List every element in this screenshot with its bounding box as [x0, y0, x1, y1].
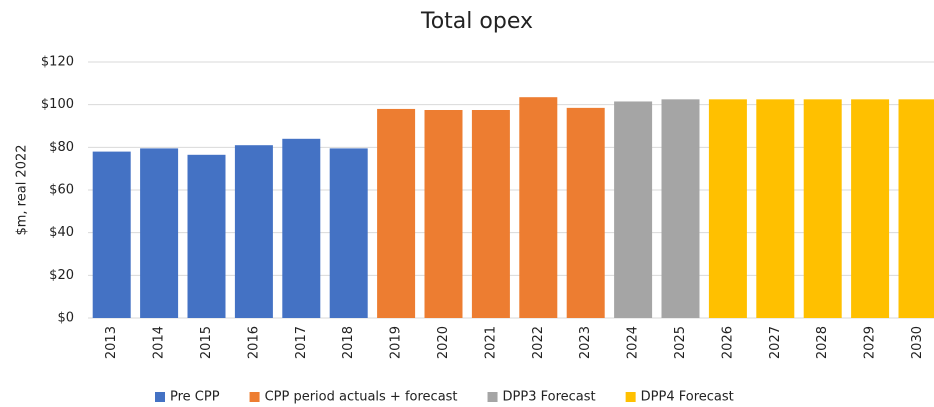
- x-tick-label: 2025: [673, 326, 688, 359]
- x-tick-label: 2028: [815, 326, 830, 359]
- bar: [803, 99, 842, 318]
- bar: [140, 148, 179, 318]
- bar: [756, 99, 795, 318]
- bar: [282, 138, 321, 318]
- legend-swatch: [625, 392, 636, 402]
- bar: [898, 99, 934, 318]
- x-tick-label: 2021: [483, 326, 498, 359]
- legend-label: DPP3 Forecast: [503, 390, 596, 405]
- legend-label: Pre CPP: [170, 390, 220, 405]
- bar: [234, 145, 273, 318]
- y-tick-label: $120: [41, 55, 74, 70]
- chart-title: Total opex: [420, 9, 533, 34]
- bar: [187, 154, 226, 318]
- bar: [329, 148, 368, 318]
- bar: [614, 101, 653, 318]
- bar: [519, 97, 558, 318]
- x-tick-label: 2017: [294, 326, 309, 359]
- x-tick-label: 2030: [910, 326, 925, 359]
- bar: [661, 99, 700, 318]
- bar: [566, 107, 605, 318]
- bar: [424, 110, 463, 318]
- y-axis-label: $m, real 2022: [15, 144, 30, 235]
- x-tick-label: 2023: [578, 326, 593, 359]
- x-tick-label: 2014: [152, 326, 167, 359]
- legend-swatch: [155, 392, 165, 402]
- y-tick-label: $80: [49, 140, 74, 155]
- x-tick-label: 2020: [436, 326, 451, 359]
- y-tick-label: $100: [41, 97, 74, 112]
- bar: [92, 151, 131, 318]
- x-tick-label: 2019: [389, 326, 404, 359]
- y-tick-label: $40: [49, 225, 74, 240]
- x-tick-label: 2029: [863, 326, 878, 359]
- legend-label: DPP4 Forecast: [641, 390, 734, 405]
- x-tick-label: 2018: [341, 326, 356, 359]
- legend-swatch: [249, 392, 260, 402]
- bar: [708, 99, 747, 318]
- bar: [471, 110, 510, 318]
- legend-label: CPP period actuals + forecast: [265, 390, 458, 405]
- x-tick-label: 2027: [768, 326, 783, 359]
- y-tick-label: $60: [49, 183, 74, 198]
- x-tick-label: 2024: [626, 326, 641, 359]
- legend-swatch: [487, 392, 498, 402]
- bar: [377, 108, 416, 318]
- y-tick-label: $0: [57, 311, 74, 326]
- y-tick-label: $20: [49, 268, 74, 283]
- x-tick-label: 2013: [104, 326, 119, 359]
- bar: [851, 99, 890, 318]
- x-tick-label: 2026: [720, 326, 735, 359]
- x-tick-label: 2022: [531, 326, 546, 359]
- x-tick-label: 2015: [199, 326, 214, 359]
- x-tick-label: 2016: [246, 326, 261, 359]
